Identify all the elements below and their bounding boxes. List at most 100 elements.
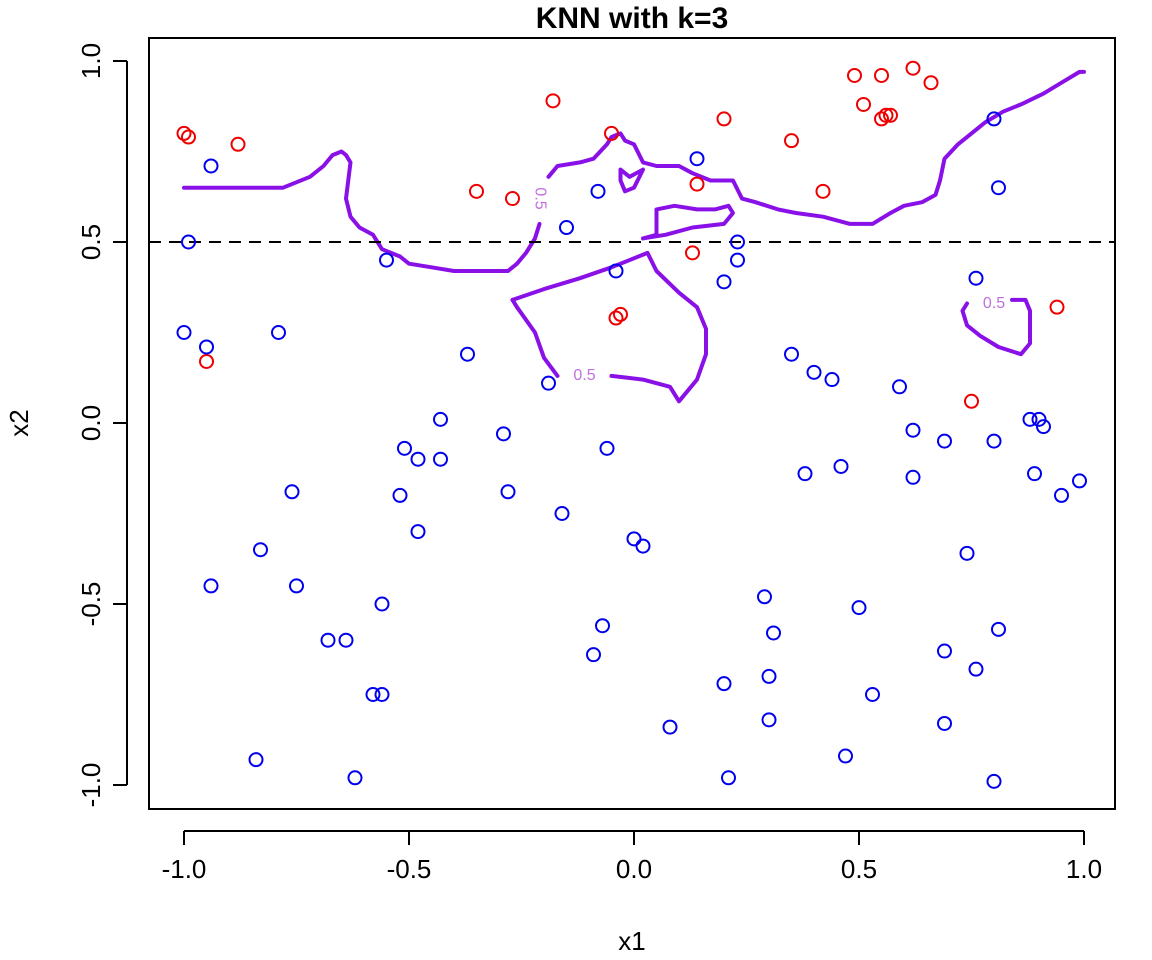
point-s0-11 [689,176,705,192]
point-s1-32 [1031,411,1047,427]
point-s1-12 [730,234,745,250]
point-s0-14 [608,310,624,326]
point-s1-41 [392,487,408,503]
point-s1-70 [838,748,853,764]
point-s0-4 [469,183,484,199]
y-tick-label: 1.0 [76,43,106,79]
contour-label-2: 0.5 [983,295,1005,312]
point-s1-16 [968,270,984,286]
point-s1-30 [986,433,1002,449]
point-s1-46 [635,538,651,554]
point-s0-21 [878,107,894,123]
point-s1-26 [433,451,448,467]
point-s0-1 [181,129,196,145]
point-s1-64 [716,676,732,692]
point-s1-37 [1027,466,1042,482]
point-s1-19 [806,364,822,380]
boundary-segment-6 [960,297,1032,357]
y-tick-label: 0.0 [76,405,106,441]
x-axis-title: x1 [618,926,645,956]
point-s1-61 [968,661,984,677]
point-s0-5 [505,191,520,207]
point-s1-5 [379,252,394,268]
plot-frame [148,37,1116,810]
point-s1-8 [590,183,606,199]
point-s1-44 [410,524,426,540]
point-s1-20 [824,372,840,388]
contour-label-1: 0.5 [573,367,595,384]
point-s1-38 [1054,487,1069,503]
point-s1-13 [716,274,732,290]
point-s1-48 [203,578,219,594]
boundary-segment-0 [182,149,542,273]
point-s0-18 [923,75,939,91]
point-s0-10 [815,183,831,199]
point-s1-58 [766,625,781,641]
point-s1-74 [986,773,1002,789]
point-s1-17 [541,375,556,391]
point-s1-66 [865,687,880,702]
point-s0-9 [784,133,799,149]
boundary-segment-1 [546,69,1086,226]
x-tick-label: -1.0 [162,854,207,884]
x-tick-label: 0.5 [841,854,877,884]
point-s1-47 [253,542,268,558]
chart-title: KNN with k=3 [536,2,729,35]
contour-labels: 0.5 0.5 0.5 [531,187,1005,384]
point-s0-24 [1049,299,1065,315]
point-s1-43 [554,506,570,521]
point-s1-25 [410,451,426,467]
point-s1-9 [608,263,624,279]
point-s1-22 [433,411,448,427]
point-s1-34 [797,466,813,482]
boundary-segment-3 [641,203,735,241]
point-s0-23 [964,393,979,409]
point-s1-24 [397,440,412,456]
point-s0-22 [883,107,898,123]
point-s1-3 [199,339,214,355]
point-s0-2 [230,136,246,152]
point-s0-17 [905,60,921,76]
point-s1-71 [248,752,264,768]
y-tick-label: 0.5 [76,224,106,260]
point-s1-52 [757,589,772,605]
point-s1-69 [937,715,952,731]
point-s1-4 [271,325,286,340]
point-s1-33 [1036,419,1051,435]
x-tick-label: -0.5 [387,854,432,884]
decision-boundary [182,69,1086,404]
contour-label-0: 0.5 [531,187,548,209]
point-s1-2 [176,325,192,340]
boundary-segment-5 [510,297,560,378]
y-tick-label: -1.0 [76,763,106,808]
point-s1-15 [991,180,1006,196]
point-s0-16 [874,67,889,83]
point-s1-11 [730,252,745,268]
point-s1-63 [374,687,390,702]
point-s1-53 [851,600,867,616]
x-tick-label: 1.0 [1066,854,1102,884]
point-s1-21 [892,379,907,395]
point-s1-45 [626,531,642,547]
point-s1-59 [991,621,1006,637]
point-s1-18 [784,346,799,362]
point-s1-6 [460,346,475,362]
point-s1-29 [937,433,952,449]
point-s1-51 [959,545,975,561]
point-s1-60 [937,643,952,659]
point-s1-73 [721,770,736,786]
y-axis-title: x2 [4,409,34,436]
point-s0-3 [199,353,214,369]
boundary-segment-2 [618,167,645,194]
point-s1-28 [905,422,921,438]
point-s0-8 [716,111,732,127]
point-s1-36 [905,469,921,485]
point-s1-39 [1072,473,1087,489]
point-s0-12 [685,245,700,261]
point-s0-7 [604,125,619,141]
point-s1-10 [689,151,705,167]
point-s1-35 [833,458,849,474]
point-s1-50 [374,596,390,612]
point-s0-20 [874,111,889,127]
